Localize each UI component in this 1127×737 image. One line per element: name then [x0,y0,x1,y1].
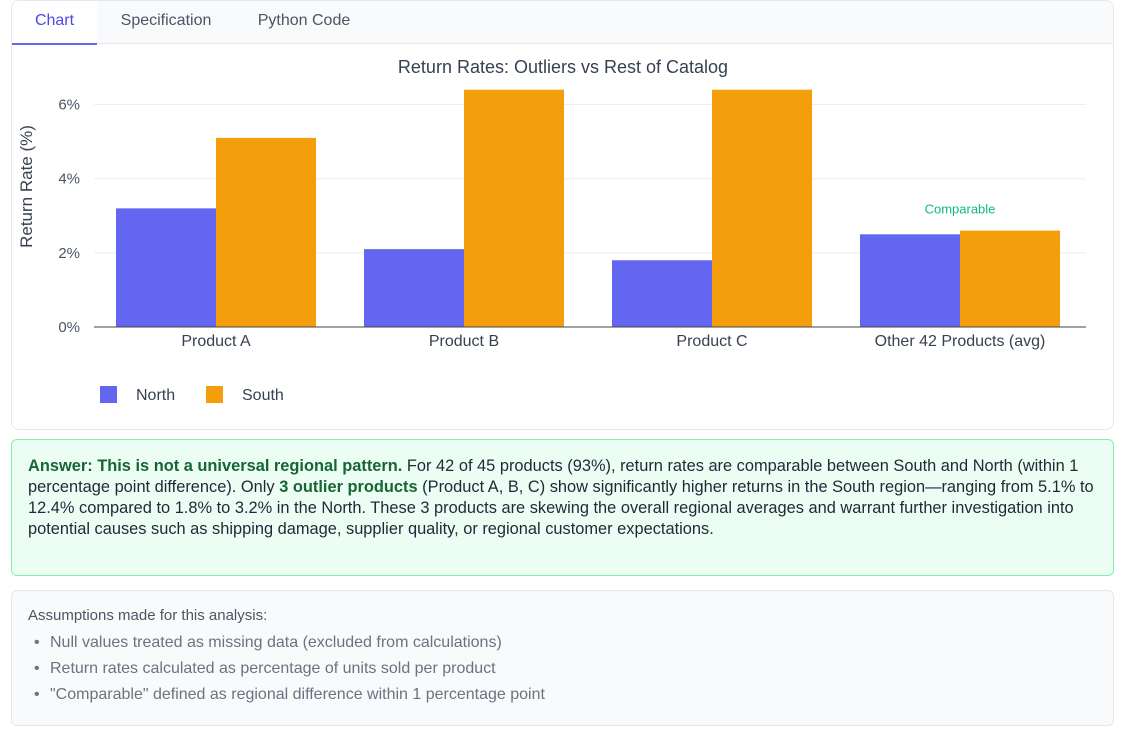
assumptions-title: Assumptions made for this analysis: [28,607,268,624]
bar-south [960,230,1060,327]
bar-north [364,249,464,327]
answer-text-part1: For 42 of 45 products (93%), return rate… [28,457,1079,496]
bar-north [860,234,960,327]
legend-label-north: North [136,387,175,404]
answer-highlight: 3 outlier products [279,478,418,496]
assumptions-box: Assumptions made for this analysis: Null… [11,590,1114,726]
bar-north [116,208,216,327]
y-axis-label: Return Rate (%) [17,125,36,248]
legend-label-south: South [242,387,284,404]
x-tick-label: Product C [676,333,747,350]
y-tick-label: 2% [58,245,80,262]
legend-swatch-south [206,386,223,403]
annotation-comparable: Comparable [925,201,996,216]
y-tick-label: 4% [58,171,80,188]
x-tick-label: Product B [429,333,499,350]
answer-text-part2: (Product A, B, C) show significantly hig… [28,478,1094,538]
answer-box: Answer: This is not a universal regional… [11,439,1114,576]
legend-swatch-north [100,386,117,403]
return-rate-bar-chart: Return Rates: Outliers vs Rest of Catalo… [17,57,1086,404]
chart-title: Return Rates: Outliers vs Rest of Catalo… [398,57,728,77]
bar-south [464,89,564,327]
assumptions-list: Null values treated as missing data (exc… [28,630,1097,708]
y-tick-label: 0% [58,319,80,336]
answer-lead: Answer: This is not a universal regional… [28,457,403,475]
assumption-item: "Comparable" defined as regional differe… [28,682,1097,708]
bar-south [216,137,316,327]
tab-bar: Chart Specification Python Code [12,1,1113,45]
bar-north [612,260,712,327]
bar-south [712,89,812,327]
x-tick-label: Product A [181,333,251,350]
tab-chart[interactable]: Chart [12,1,97,45]
tab-specification[interactable]: Specification [120,12,212,29]
assumption-item: Return rates calculated as percentage of… [28,656,1097,682]
y-tick-label: 6% [58,97,80,114]
chart-card: Chart Specification Python Code Return R… [11,0,1114,430]
x-tick-label: Other 42 Products (avg) [875,333,1046,350]
assumption-item: Null values treated as missing data (exc… [28,630,1097,656]
tab-python-code[interactable]: Python Code [257,12,351,29]
